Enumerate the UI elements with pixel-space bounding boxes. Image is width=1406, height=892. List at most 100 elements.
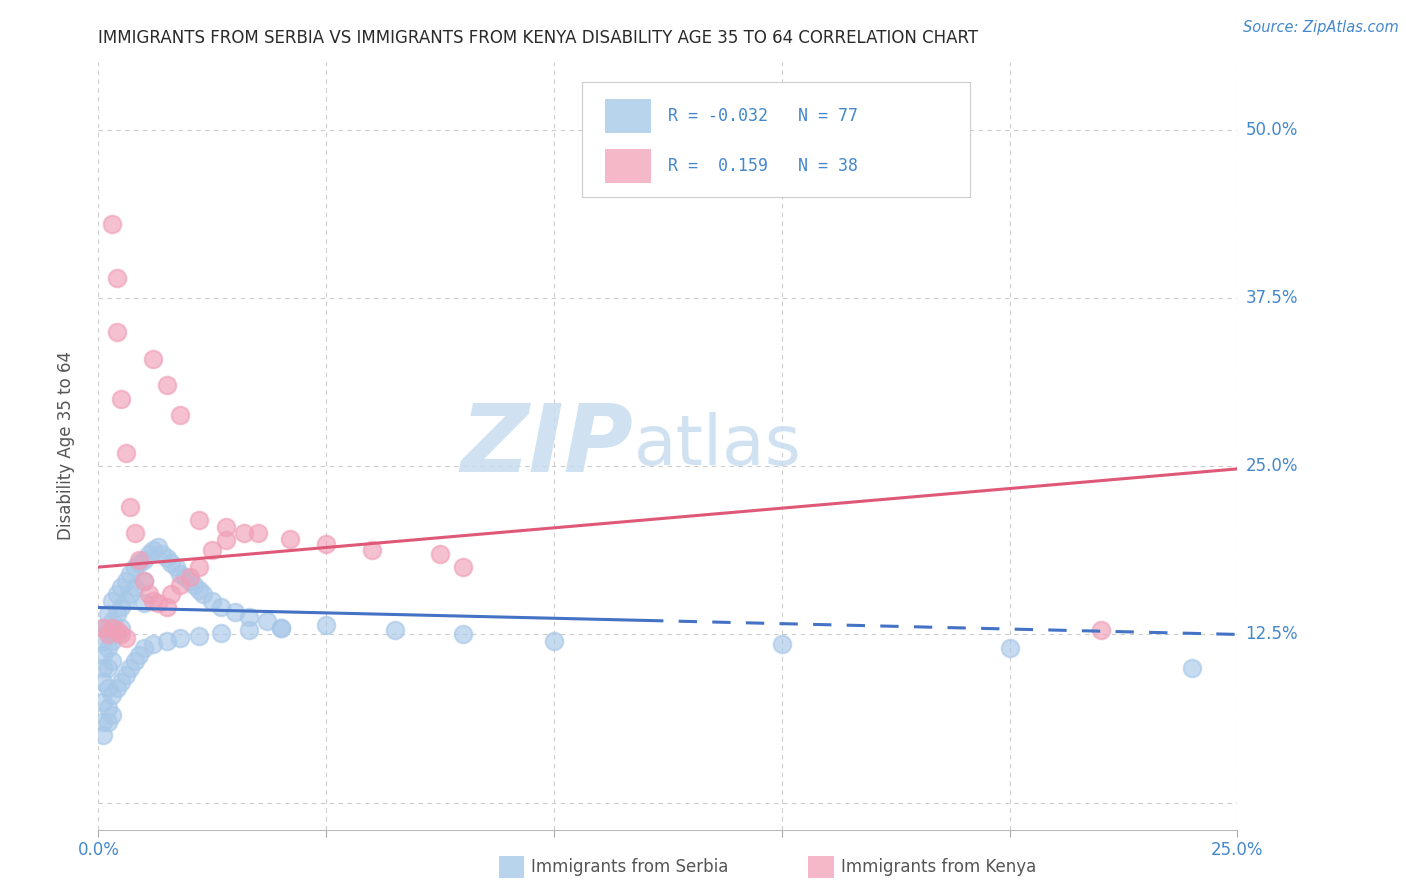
Point — [142, 542, 165, 557]
Point — [138, 547, 160, 561]
Text: ZIP: ZIP — [461, 400, 634, 492]
Point — [114, 574, 136, 588]
Text: 50.0%: 50.0% — [1246, 120, 1298, 139]
Point — [238, 624, 260, 638]
Point — [105, 624, 128, 638]
Point — [124, 526, 146, 541]
Point — [1090, 624, 1112, 638]
Point — [91, 621, 114, 635]
Y-axis label: Disability Age 35 to 64: Disability Age 35 to 64 — [56, 351, 75, 541]
Point — [91, 674, 114, 689]
Point — [110, 621, 132, 635]
Point — [187, 560, 209, 574]
Point — [128, 556, 150, 570]
Text: atlas: atlas — [634, 412, 801, 480]
Point — [224, 605, 246, 619]
Bar — [605, 99, 651, 134]
Point — [201, 594, 224, 608]
Point — [160, 587, 183, 601]
Point — [138, 587, 160, 601]
Point — [156, 378, 179, 392]
Point — [96, 681, 118, 696]
Point — [105, 681, 128, 696]
Point — [128, 553, 150, 567]
Point — [238, 610, 260, 624]
Point — [179, 569, 201, 583]
Text: 12.5%: 12.5% — [1246, 625, 1298, 643]
Text: Immigrants from Serbia: Immigrants from Serbia — [531, 858, 728, 876]
Point — [315, 618, 337, 632]
Point — [142, 351, 165, 366]
Point — [101, 594, 124, 608]
Bar — [605, 149, 651, 183]
Point — [429, 547, 451, 561]
Point — [91, 661, 114, 675]
Point — [91, 695, 114, 709]
Point — [91, 648, 114, 662]
Point — [187, 629, 209, 643]
Point — [120, 500, 142, 514]
Point — [132, 553, 155, 567]
Point — [91, 728, 114, 742]
Point — [124, 560, 146, 574]
Point — [132, 640, 155, 655]
Point — [101, 614, 124, 628]
Point — [209, 626, 232, 640]
Point — [128, 648, 150, 662]
Point — [120, 587, 142, 601]
Point — [96, 607, 118, 622]
Point — [998, 640, 1021, 655]
Point — [187, 582, 209, 597]
Point — [215, 533, 238, 548]
Text: R = -0.032   N = 77: R = -0.032 N = 77 — [668, 107, 858, 125]
Point — [146, 540, 169, 554]
Point — [124, 580, 146, 594]
Point — [114, 667, 136, 681]
Point — [270, 621, 292, 635]
Point — [160, 556, 183, 570]
Point — [132, 597, 155, 611]
Point — [132, 574, 155, 588]
Text: R =  0.159   N = 38: R = 0.159 N = 38 — [668, 157, 858, 175]
Point — [120, 566, 142, 581]
Point — [169, 408, 191, 422]
Point — [105, 270, 128, 285]
Point — [278, 532, 301, 546]
Point — [169, 577, 191, 591]
Point — [105, 627, 128, 641]
Point — [209, 600, 232, 615]
Point — [96, 661, 118, 675]
Point — [114, 446, 136, 460]
Point — [360, 542, 382, 557]
Point — [96, 627, 118, 641]
FancyBboxPatch shape — [582, 81, 970, 197]
Point — [110, 392, 132, 406]
Point — [110, 627, 132, 641]
Point — [101, 708, 124, 723]
Point — [256, 614, 278, 628]
Point — [179, 574, 201, 588]
Point — [132, 574, 155, 588]
Point — [150, 547, 173, 561]
Point — [169, 632, 191, 646]
Point — [156, 634, 179, 648]
Point — [543, 634, 565, 648]
Point — [101, 634, 124, 648]
Point — [165, 560, 187, 574]
Point — [96, 640, 118, 655]
Point — [124, 654, 146, 668]
Point — [105, 325, 128, 339]
Point — [101, 621, 124, 635]
Point — [110, 674, 132, 689]
Text: 37.5%: 37.5% — [1246, 289, 1298, 307]
Point — [120, 661, 142, 675]
Point — [101, 688, 124, 702]
Point — [101, 654, 124, 668]
Text: 25.0%: 25.0% — [1246, 458, 1298, 475]
Point — [451, 560, 474, 574]
Text: IMMIGRANTS FROM SERBIA VS IMMIGRANTS FROM KENYA DISABILITY AGE 35 TO 64 CORRELAT: IMMIGRANTS FROM SERBIA VS IMMIGRANTS FRO… — [98, 29, 979, 47]
Point — [183, 577, 205, 591]
Point — [193, 587, 215, 601]
Point — [142, 594, 165, 608]
Point — [169, 566, 191, 581]
